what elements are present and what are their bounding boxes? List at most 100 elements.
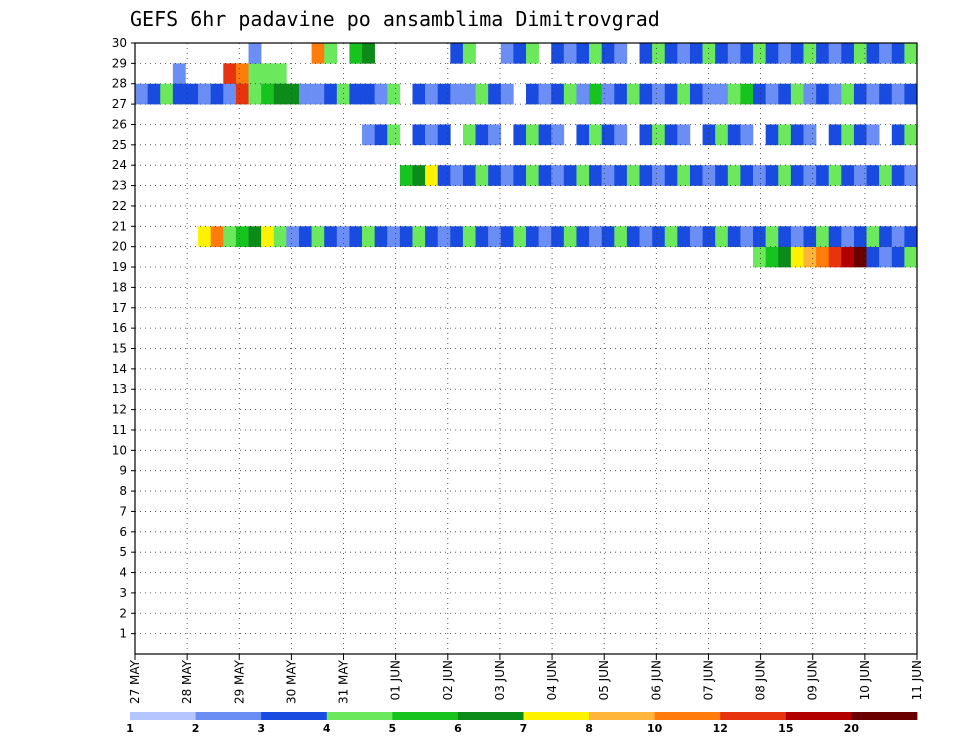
heatmap-cell: [790, 124, 804, 146]
heatmap-cell: [475, 124, 489, 146]
heatmap-cell: [513, 165, 527, 186]
y-tick-label: 19: [112, 260, 127, 274]
legend-label: 10: [647, 722, 663, 735]
heatmap-cell: [462, 226, 476, 247]
heatmap-cell: [664, 165, 678, 186]
x-tick-label: 29 MAY: [232, 659, 246, 704]
heatmap-cell: [223, 63, 237, 85]
heatmap-cell: [374, 83, 388, 105]
heatmap-cell: [576, 226, 590, 247]
heatmap-cell: [841, 246, 855, 268]
heatmap-cell: [551, 165, 565, 186]
legend-swatch: [261, 712, 328, 720]
heatmap-cell: [803, 246, 817, 268]
legend-label: 5: [389, 722, 397, 735]
heatmap-cell: [727, 165, 741, 186]
heatmap-cell: [753, 83, 766, 105]
heatmap-cell: [828, 124, 842, 146]
x-tick-label: 07 JUN: [701, 660, 715, 700]
heatmap-cell: [614, 83, 628, 105]
y-tick-label: 15: [112, 342, 127, 356]
x-tick-label: 30 MAY: [284, 659, 298, 704]
heatmap-cell: [677, 83, 691, 105]
heatmap-cell: [614, 124, 628, 146]
heatmap-cell: [362, 43, 375, 64]
grid-layer: [135, 43, 917, 654]
heatmap-cell: [891, 43, 905, 64]
heatmap-cell: [803, 165, 817, 186]
heatmap-cell: [298, 226, 312, 247]
heatmap-cell: [828, 43, 842, 64]
heatmap-cell: [841, 165, 855, 186]
heatmap-cell: [412, 165, 426, 186]
heatmap-cell: [664, 43, 678, 64]
heatmap-cell: [475, 165, 489, 186]
y-tick-label: 13: [112, 382, 127, 396]
heatmap-cell: [526, 226, 539, 247]
heatmap-cell: [475, 83, 489, 105]
y-tick-label: 9: [119, 464, 127, 478]
heatmap-cell: [740, 43, 754, 64]
heatmap-cell: [790, 43, 804, 64]
heatmap-cell: [702, 43, 716, 64]
heatmap-cell: [652, 124, 666, 146]
heatmap-cell: [866, 43, 880, 64]
heatmap-cell: [891, 226, 905, 247]
heatmap-cell: [513, 43, 527, 64]
heatmap-cell: [904, 246, 918, 268]
legend-swatch: [195, 712, 262, 720]
heatmap-cell: [311, 43, 325, 64]
heatmap-cell: [601, 226, 615, 247]
x-tick-label: 03 JUN: [493, 660, 507, 700]
y-tick-label: 1: [119, 627, 127, 641]
heatmap-cell: [563, 165, 577, 186]
heatmap-cell: [526, 124, 539, 146]
heatmap-cell: [639, 43, 653, 64]
legend-swatch: [785, 712, 852, 720]
heatmap-cell: [841, 43, 855, 64]
heatmap-cell: [551, 226, 565, 247]
heatmap-cell: [689, 226, 703, 247]
heatmap-cell: [765, 246, 779, 268]
heatmap-cell: [753, 43, 766, 64]
heatmap-cell: [450, 43, 464, 64]
heatmap-cell: [778, 83, 792, 105]
legend-label: 4: [323, 722, 331, 735]
heatmap-cell: [778, 43, 792, 64]
heatmap-cell: [425, 83, 439, 105]
heatmap-cell: [841, 226, 855, 247]
heatmap-cell: [261, 83, 275, 105]
heatmap-cell: [626, 165, 640, 186]
heatmap-cell: [740, 124, 754, 146]
y-tick-label: 25: [112, 138, 127, 152]
heatmap-cell: [488, 124, 502, 146]
heatmap-cell: [841, 83, 855, 105]
cells-layer: [135, 43, 918, 268]
legend-label: 20: [844, 722, 860, 735]
legend-swatch: [523, 712, 590, 720]
heatmap-cell: [765, 124, 779, 146]
legend-label: 2: [192, 722, 200, 735]
y-tick-label: 5: [119, 545, 127, 559]
heatmap-cell: [538, 124, 552, 146]
heatmap-cell: [551, 83, 565, 105]
heatmap-cell: [526, 43, 539, 64]
legend-swatch: [326, 712, 393, 720]
heatmap-cell: [210, 226, 224, 247]
y-tick-label: 24: [112, 158, 127, 172]
heatmap-cell: [702, 83, 716, 105]
heatmap-cell: [778, 246, 792, 268]
heatmap-cell: [387, 226, 401, 247]
heatmap-cell: [727, 124, 741, 146]
heatmap-cell: [488, 83, 502, 105]
heatmap-cell: [412, 226, 426, 247]
heatmap-cell: [500, 165, 514, 186]
heatmap-cell: [803, 124, 817, 146]
heatmap-cell: [160, 83, 174, 105]
y-tick-label: 20: [112, 240, 127, 254]
x-tick-label: 01 JUN: [389, 660, 403, 700]
heatmap-cell: [652, 165, 666, 186]
heatmap-cell: [589, 43, 602, 64]
heatmap-cell: [261, 63, 275, 85]
heatmap-cell: [450, 226, 464, 247]
